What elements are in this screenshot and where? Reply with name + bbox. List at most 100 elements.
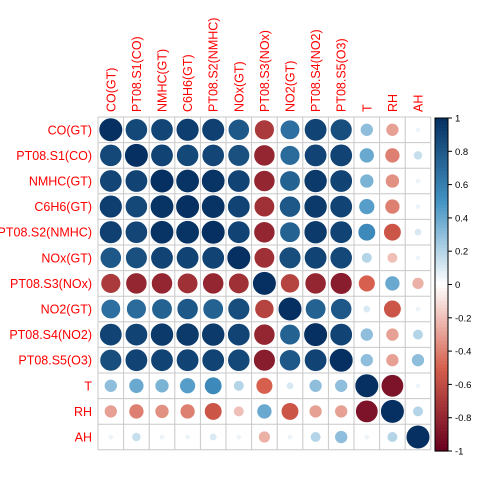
legend-color-segment [435, 387, 448, 392]
color-legend: 1 0.8 0.6 0.4 0.2 0 -0.2 -0.4 -0.6 -0.8 -1 [434, 114, 471, 458]
correlation-cell [150, 348, 174, 372]
correlation-cell [201, 348, 225, 372]
legend-color-segment [435, 224, 448, 229]
correlation-cell [150, 246, 174, 270]
correlation-cell [385, 123, 400, 137]
correlation-cell [412, 329, 424, 341]
legend-color-segment [435, 164, 448, 169]
correlation-cell [227, 169, 251, 193]
correlation-cell [303, 322, 328, 347]
correlation-cell [385, 353, 400, 367]
correlation-cell [415, 306, 421, 312]
correlation-cell [226, 245, 251, 270]
correlation-cell [128, 403, 145, 420]
correlation-cell [360, 123, 374, 137]
correlation-cell [329, 220, 353, 244]
correlation-cell [98, 117, 123, 142]
correlation-cell [384, 147, 401, 164]
correlation-cell [151, 298, 173, 320]
correlation-cell [150, 322, 174, 347]
legend-color-segment [435, 214, 448, 219]
correlation-cell [412, 405, 424, 417]
correlation-cell [359, 147, 375, 164]
correlation-cell [303, 194, 328, 219]
correlation-cell [330, 272, 353, 295]
correlation-cell [233, 380, 245, 392]
correlation-cell [154, 404, 170, 419]
legend-color-segment [435, 437, 448, 442]
correlation-cell [154, 378, 170, 394]
legend-tick-label: -0.6 [455, 380, 471, 391]
correlation-cell [175, 169, 200, 193]
correlation-cell [358, 198, 376, 215]
correlation-cell [235, 434, 242, 440]
correlation-cell [176, 144, 199, 167]
correlation-cell [201, 220, 226, 245]
correlation-cell [99, 194, 123, 219]
legend-color-segment [435, 381, 448, 385]
legend-color-segment [435, 317, 448, 322]
correlation-cell [204, 402, 223, 421]
legend-color-segment [435, 181, 448, 186]
correlation-cell [184, 434, 191, 440]
correlation-cell [385, 173, 400, 189]
correlation-cell [253, 170, 276, 192]
correlation-cell [330, 298, 353, 320]
row-label: NO2(GT) [41, 303, 92, 317]
correlation-cell [227, 195, 251, 219]
correlation-cell [330, 118, 353, 141]
legend-color-segment [435, 347, 448, 352]
correlation-circles [98, 117, 431, 450]
row-label: NOx(GT) [41, 251, 92, 265]
correlation-cell [253, 221, 276, 244]
legend-color-segment [435, 374, 448, 379]
correlation-cell [359, 173, 375, 189]
legend-color-segment [435, 251, 448, 256]
correlation-cell [124, 323, 148, 347]
correlation-cell [415, 203, 421, 210]
correlation-cell [385, 327, 400, 342]
correlation-cell [280, 273, 300, 294]
row-label: PT08.S3(NOx) [10, 277, 92, 291]
correlation-cell [415, 382, 421, 389]
column-label: T [360, 104, 374, 112]
correlation-cell [175, 322, 200, 347]
legend-color-segment [435, 194, 448, 199]
row-label: PT08.S5(O3) [18, 354, 92, 368]
correlation-cell [304, 246, 328, 270]
correlation-cell [100, 298, 121, 320]
correlation-cell [227, 118, 250, 141]
column-label: C6H6(GT) [181, 54, 195, 112]
correlation-cell [107, 434, 114, 440]
correlation-cell [308, 379, 323, 393]
legend-color-segment [435, 281, 448, 286]
correlation-cell [363, 434, 370, 440]
correlation-cell [357, 223, 376, 242]
column-label: PT08.S1(CO) [130, 36, 144, 112]
correlation-cell [329, 348, 354, 373]
correlation-cell [285, 381, 295, 390]
legend-color-segment [435, 327, 448, 332]
correlation-cell [131, 432, 142, 442]
correlation-cell [361, 252, 373, 264]
legend-color-segment [435, 177, 448, 182]
correlation-cell [304, 143, 328, 167]
legend-color-segment [435, 324, 448, 329]
correlation-cell [358, 274, 376, 293]
row-label: C6H6(GT) [34, 200, 92, 214]
legend-color-segment [435, 274, 448, 279]
correlation-cell [279, 195, 301, 218]
correlation-cell [150, 220, 174, 245]
legend-color-segment [435, 167, 448, 172]
legend-color-segment [435, 127, 448, 132]
correlation-cell [310, 431, 322, 443]
legend-color-segment [435, 431, 448, 435]
correlation-cell [334, 430, 348, 444]
row-label: T [84, 379, 92, 393]
correlation-cell [179, 403, 196, 420]
legend-color-segment [435, 314, 448, 319]
correlation-cell [201, 194, 226, 219]
legend-color-segment [435, 231, 448, 236]
correlation-cell [355, 399, 379, 423]
legend-color-segment [435, 151, 448, 156]
